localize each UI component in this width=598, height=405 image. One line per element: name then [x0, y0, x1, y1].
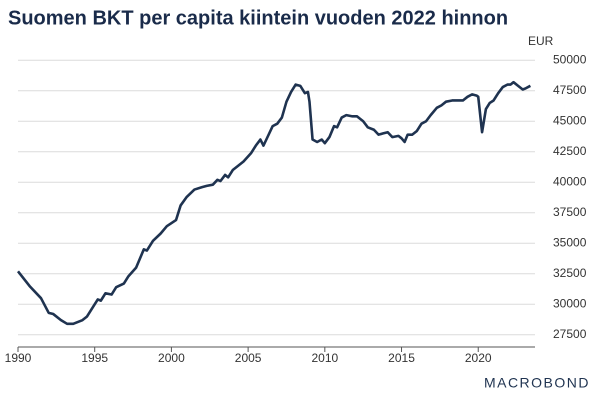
- y-tick-label: 27500: [553, 327, 587, 341]
- line-series: [16, 80, 532, 326]
- logo: MACROBOND: [484, 375, 590, 391]
- y-tick-label: 42500: [553, 144, 587, 158]
- x-tick-label: 2010: [311, 351, 338, 365]
- y-tick-label: 45000: [553, 113, 587, 127]
- x-tick-label: 1995: [81, 351, 108, 365]
- y-unit: EUR: [528, 34, 554, 48]
- x-tick-label: 2000: [158, 351, 185, 365]
- x-tick-label: 2005: [235, 351, 262, 365]
- x-tick-label: 1990: [5, 351, 32, 365]
- y-tick-label: 30000: [553, 296, 587, 310]
- y-tick-label: 40000: [553, 174, 587, 188]
- chart-title: Suomen BKT per capita kiintein vuoden 20…: [8, 7, 508, 29]
- y-tick-label: 32500: [553, 266, 587, 280]
- y-tick-label: 37500: [553, 205, 587, 219]
- x-tick-label: 2015: [388, 351, 415, 365]
- y-tick-label: 35000: [553, 235, 587, 249]
- y-tick-label: 47500: [553, 83, 587, 97]
- x-tick-label: 2020: [465, 351, 492, 365]
- y-tick-label: 50000: [553, 52, 587, 66]
